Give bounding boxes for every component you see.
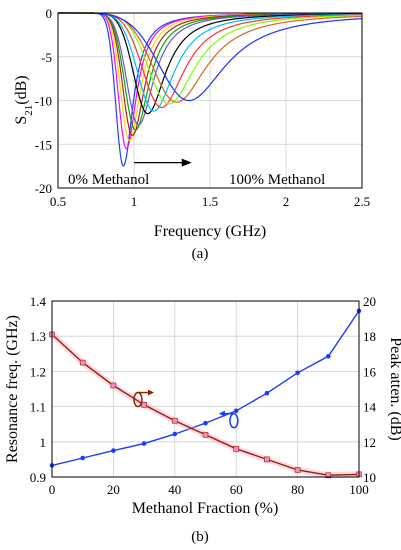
x-tick-label: 0 <box>49 482 56 497</box>
y-label-subscript: 21 <box>23 105 35 116</box>
right-y-tick-label: 20 <box>363 294 376 309</box>
panel-a-annotation: 0% Methanol 100% Methanol <box>68 158 325 188</box>
left-y-tick-label: 1.1 <box>30 400 46 415</box>
panel-b-grid <box>52 301 359 477</box>
left-axis-indicator <box>229 412 239 429</box>
right-y-tick-label: 10 <box>363 470 376 485</box>
data-point <box>294 467 301 473</box>
y-tick-label: -5 <box>41 50 52 65</box>
data-point <box>79 359 86 366</box>
annotation-left-label: 0% Methanol <box>68 172 149 188</box>
data-point <box>110 382 117 389</box>
right-y-tick-label: 12 <box>363 435 376 450</box>
left-y-tick-label: 1.4 <box>30 294 47 309</box>
right-axis-indicator-head <box>147 389 154 396</box>
panel-a-grid <box>58 13 362 188</box>
data-point <box>233 446 239 452</box>
right-y-tick-label: 18 <box>363 329 376 344</box>
panel-a-series <box>58 12 363 167</box>
panel-a: 0.5 1 1.5 2 2.5 -20 -15 -10 -5 0 0% Methanol 100%… <box>13 6 370 262</box>
y-tick-label: -10 <box>35 94 52 109</box>
panel-b-series <box>49 308 362 479</box>
right-y-tick-label: 14 <box>363 400 377 415</box>
x-tick-label: 100 <box>349 482 369 497</box>
panel-a-frame <box>57 12 363 189</box>
data-point <box>80 455 85 461</box>
annotation-arrow-head <box>181 158 192 167</box>
y-label-unit: (dB) <box>13 75 30 104</box>
x-tick-label: 2 <box>283 194 290 209</box>
series-line <box>58 12 363 102</box>
panel-b-frame <box>51 300 360 478</box>
data-point <box>264 456 270 463</box>
data-point <box>172 417 178 424</box>
x-tick-label: 2.5 <box>354 194 370 209</box>
y-label-main: S <box>13 116 30 125</box>
left-y-tick-label: 0.9 <box>30 470 46 485</box>
x-tick-label: 60 <box>230 482 243 497</box>
series-line <box>51 310 360 467</box>
data-point <box>203 420 208 426</box>
panel-b: 0 20 40 60 80 100 0.9 1 1.1 1.2 1.3 1.4 10 12 14 16 18 20… <box>4 294 401 545</box>
data-point <box>295 370 300 376</box>
x-tick-label: 40 <box>168 482 181 497</box>
data-point <box>141 402 147 408</box>
panel-a-x-label: Frequency (GHz) <box>154 223 266 240</box>
panel-b-left-y-label: Resonance freq. (GHz) <box>4 315 21 463</box>
data-point <box>264 390 270 396</box>
panel-b-axis-markers <box>133 389 239 429</box>
x-tick-label: 0.5 <box>50 194 66 209</box>
panel-b-x-label: Methanol Fraction (%) <box>132 500 279 517</box>
panel-a-ticks: 0.5 1 1.5 2 2.5 -20 -15 -10 -5 0 <box>35 6 370 209</box>
left-y-tick-label: 1.2 <box>30 364 46 379</box>
right-y-tick-label: 16 <box>363 364 377 379</box>
data-point <box>172 431 178 437</box>
caption-a: (a) <box>192 246 209 262</box>
x-tick-label: 20 <box>107 482 120 497</box>
left-axis-indicator-head <box>218 410 225 417</box>
left-y-tick-label: 1.3 <box>30 329 46 344</box>
y-tick-label: -20 <box>35 181 52 196</box>
panel-b-ticks: 0 20 40 60 80 100 0.9 1 1.1 1.2 1.3 1.4 10 12 14 16 18 20 <box>30 294 377 497</box>
panel-a-y-label: S21(dB) <box>13 75 35 124</box>
x-tick-label: 80 <box>291 482 304 497</box>
annotation-right-label: 100% Methanol <box>229 172 325 188</box>
data-point <box>325 472 332 479</box>
panel-b-right-y-label: Peak atten. (dB) <box>387 337 401 441</box>
data-point <box>233 408 239 414</box>
data-point <box>141 441 147 446</box>
data-point <box>202 431 209 438</box>
y-tick-label: 0 <box>46 6 53 21</box>
data-point <box>326 353 331 359</box>
x-tick-label: 1 <box>131 194 138 209</box>
caption-b: (b) <box>191 529 209 545</box>
left-y-tick-label: 1 <box>40 435 47 450</box>
data-point <box>111 448 116 453</box>
x-tick-label: 1.5 <box>202 194 218 209</box>
y-tick-label: -15 <box>35 137 52 152</box>
